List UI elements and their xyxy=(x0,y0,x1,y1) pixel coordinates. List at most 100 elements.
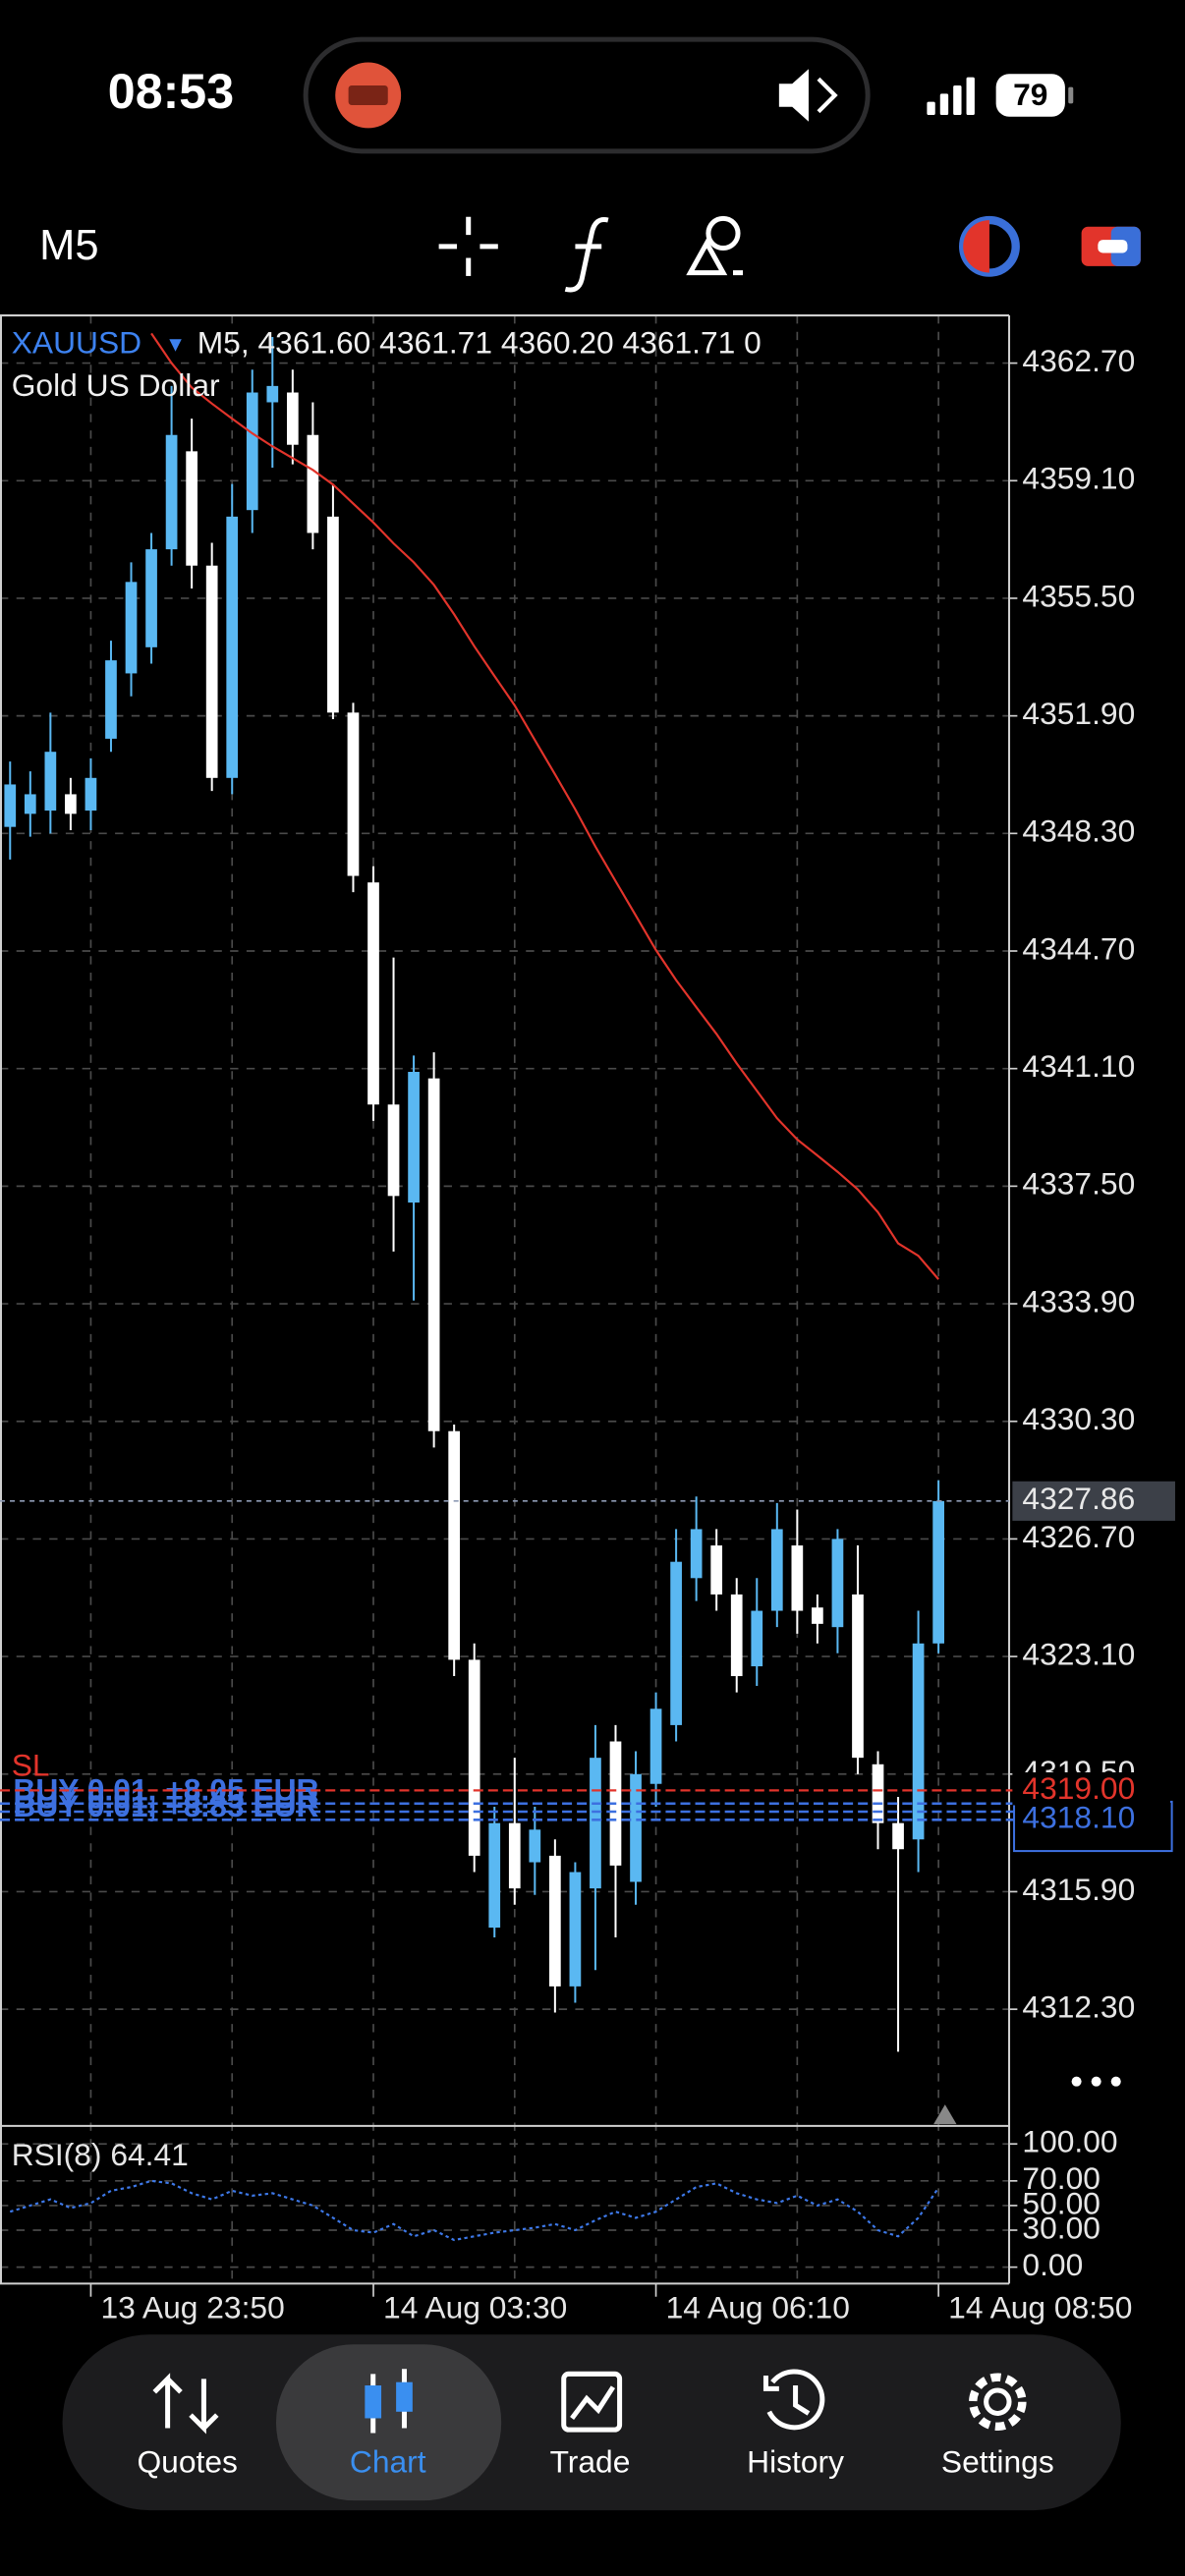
indicator-title: RSI(8) 64.41 xyxy=(12,2137,189,2172)
candle-body xyxy=(427,1078,440,1431)
objects-button[interactable] xyxy=(686,215,744,276)
tab-label[interactable]: Quotes xyxy=(137,2444,237,2480)
y-tick-label: 4326.70 xyxy=(1022,1519,1135,1554)
tab-label[interactable]: Settings xyxy=(941,2444,1054,2480)
candle-body xyxy=(791,1545,804,1611)
tab-label[interactable]: History xyxy=(747,2444,844,2480)
y-tick-label: 4333.90 xyxy=(1022,1283,1135,1318)
candle-body xyxy=(812,1607,823,1624)
clock: 08:53 xyxy=(108,64,234,119)
trade-icon[interactable] xyxy=(561,2371,623,2433)
candle-body xyxy=(448,1430,461,1660)
bluetooth-icon xyxy=(817,77,838,114)
y-tick-label: 4344.70 xyxy=(1022,930,1135,966)
candle-body xyxy=(105,660,117,739)
candle-body xyxy=(387,1104,400,1197)
y-tick-label: 50.00 xyxy=(1022,2185,1100,2220)
quote-info: M5, 4361.60 4361.71 4360.20 4361.71 0 xyxy=(198,325,762,361)
candle-body xyxy=(852,1594,864,1759)
candle-body xyxy=(408,1072,420,1203)
y-tick-label: 4362.70 xyxy=(1022,343,1135,378)
y-tick-label: 30.00 xyxy=(1022,2210,1100,2245)
tab-icons xyxy=(152,2369,1027,2435)
sl-price-label: 4319.00 xyxy=(1022,1770,1135,1806)
timeframe-button[interactable]: M5 xyxy=(39,222,98,269)
candle-body xyxy=(770,1529,783,1611)
candle-body xyxy=(831,1539,844,1628)
symbol-menu[interactable]: ▾ xyxy=(169,330,182,358)
y-tick-label: 4351.90 xyxy=(1022,696,1135,731)
trade-icon-line[interactable] xyxy=(570,2385,616,2420)
chart-shift-marker xyxy=(933,2104,957,2125)
active-tab xyxy=(276,2344,502,2501)
crosshair-button[interactable] xyxy=(438,216,498,276)
candle-body xyxy=(872,1764,884,1823)
candle-body xyxy=(630,1773,642,1882)
y-tick-label: 4312.30 xyxy=(1022,1989,1135,2025)
candle-body xyxy=(85,777,97,812)
x-tick-label: 13 Aug 23:50 xyxy=(100,2289,284,2324)
candle-body xyxy=(24,794,36,814)
candle-body xyxy=(892,1822,904,1850)
chart-frame xyxy=(0,314,1011,2285)
candle-body xyxy=(145,549,157,647)
x-tick-label: 14 Aug 06:10 xyxy=(666,2289,850,2324)
candle-body xyxy=(751,1610,763,1667)
order-price-label: 4318.10 xyxy=(1022,1800,1135,1835)
chart-icon-body[interactable] xyxy=(365,2385,382,2419)
candle-body xyxy=(670,1561,682,1725)
y-tick-label: 4330.30 xyxy=(1022,1401,1135,1436)
signal-icon xyxy=(927,77,975,116)
battery-level: 79 xyxy=(1013,77,1047,112)
candle-body xyxy=(65,794,77,814)
y-tick-label: 70.00 xyxy=(1022,2160,1100,2196)
candle-body xyxy=(286,392,299,445)
settings-icon[interactable] xyxy=(984,2387,1012,2416)
candle-body xyxy=(4,784,17,827)
candle-body xyxy=(186,451,198,566)
candle-body xyxy=(367,882,379,1105)
chart-icon-body[interactable] xyxy=(396,2381,413,2412)
y-tick-label: 4355.50 xyxy=(1022,578,1135,613)
candle-body xyxy=(488,1822,501,1929)
dynamic-island xyxy=(303,36,871,154)
settings-icon-gear[interactable] xyxy=(969,2373,1027,2432)
y-tick-label: 4348.30 xyxy=(1022,813,1135,849)
live-activity-glyph xyxy=(348,84,388,106)
symbol[interactable]: XAUUSD xyxy=(12,325,141,361)
mute-icon xyxy=(778,69,809,122)
tab-label[interactable]: Trade xyxy=(550,2444,631,2480)
new-order-button[interactable] xyxy=(1081,226,1141,266)
y-tick-label: 100.00 xyxy=(1022,2124,1117,2159)
history-icon[interactable] xyxy=(762,2369,825,2431)
y-tick-label: 4341.10 xyxy=(1022,1048,1135,1084)
y-tick-label: 4359.10 xyxy=(1022,461,1135,496)
candle-body xyxy=(730,1594,743,1677)
battery-cap xyxy=(1068,86,1074,104)
order-label: BUY 0.01, +8.45 EUR xyxy=(13,1780,318,1816)
candle-body xyxy=(710,1545,723,1595)
order-price-box xyxy=(1013,1800,1173,1853)
candle-body xyxy=(508,1822,521,1889)
one-click-trading-button[interactable] xyxy=(959,215,1020,277)
candle-body xyxy=(266,385,279,403)
quotes-icon[interactable] xyxy=(152,2373,219,2435)
candle-body xyxy=(690,1529,703,1579)
tab-label[interactable]: Chart xyxy=(350,2444,426,2480)
more-button[interactable] xyxy=(1071,2076,1121,2087)
indicators-button[interactable] xyxy=(564,217,609,293)
candle-body xyxy=(912,1643,925,1840)
battery xyxy=(995,74,1065,117)
candle-body xyxy=(347,712,360,876)
current-price-label: 4327.86 xyxy=(1022,1481,1135,1516)
candle-body xyxy=(44,752,57,812)
y-tick-label: 0.00 xyxy=(1022,2247,1083,2282)
tab-bar xyxy=(62,2334,1121,2511)
candle-body xyxy=(205,565,218,778)
sl-price-box xyxy=(1012,1772,1170,1806)
current-price-box xyxy=(1012,1481,1175,1521)
x-tick-label: 14 Aug 03:30 xyxy=(383,2289,567,2324)
candle-body xyxy=(549,1855,561,1987)
